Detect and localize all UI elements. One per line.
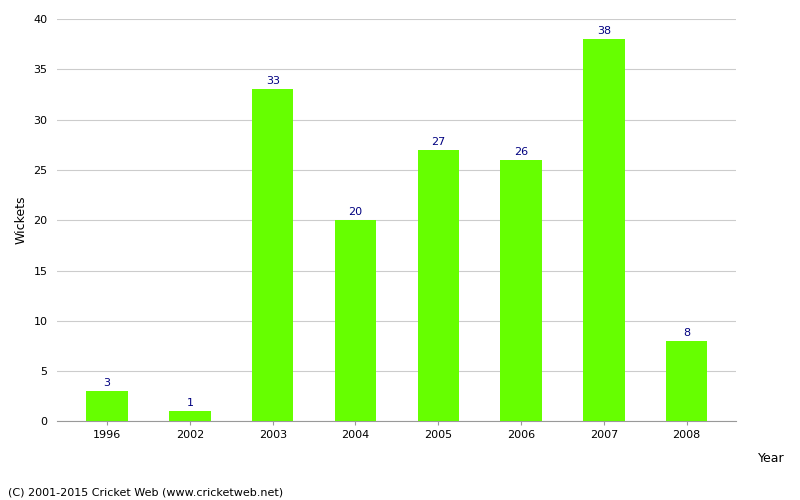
Bar [334,220,376,422]
Text: 3: 3 [103,378,110,388]
Text: 8: 8 [683,328,690,338]
Text: 27: 27 [431,137,446,147]
Text: 26: 26 [514,147,528,157]
Bar [418,150,459,421]
Bar [86,392,128,422]
Bar [169,412,210,422]
Text: Year: Year [758,452,785,465]
Text: 33: 33 [266,76,280,86]
Text: 38: 38 [597,26,611,36]
Text: 20: 20 [349,207,362,217]
Bar [252,90,294,421]
Y-axis label: Wickets: Wickets [15,196,28,244]
Bar [583,39,625,422]
Bar [500,160,542,421]
Text: 1: 1 [186,398,194,408]
Text: (C) 2001-2015 Cricket Web (www.cricketweb.net): (C) 2001-2015 Cricket Web (www.cricketwe… [8,488,283,498]
Bar [666,341,707,421]
